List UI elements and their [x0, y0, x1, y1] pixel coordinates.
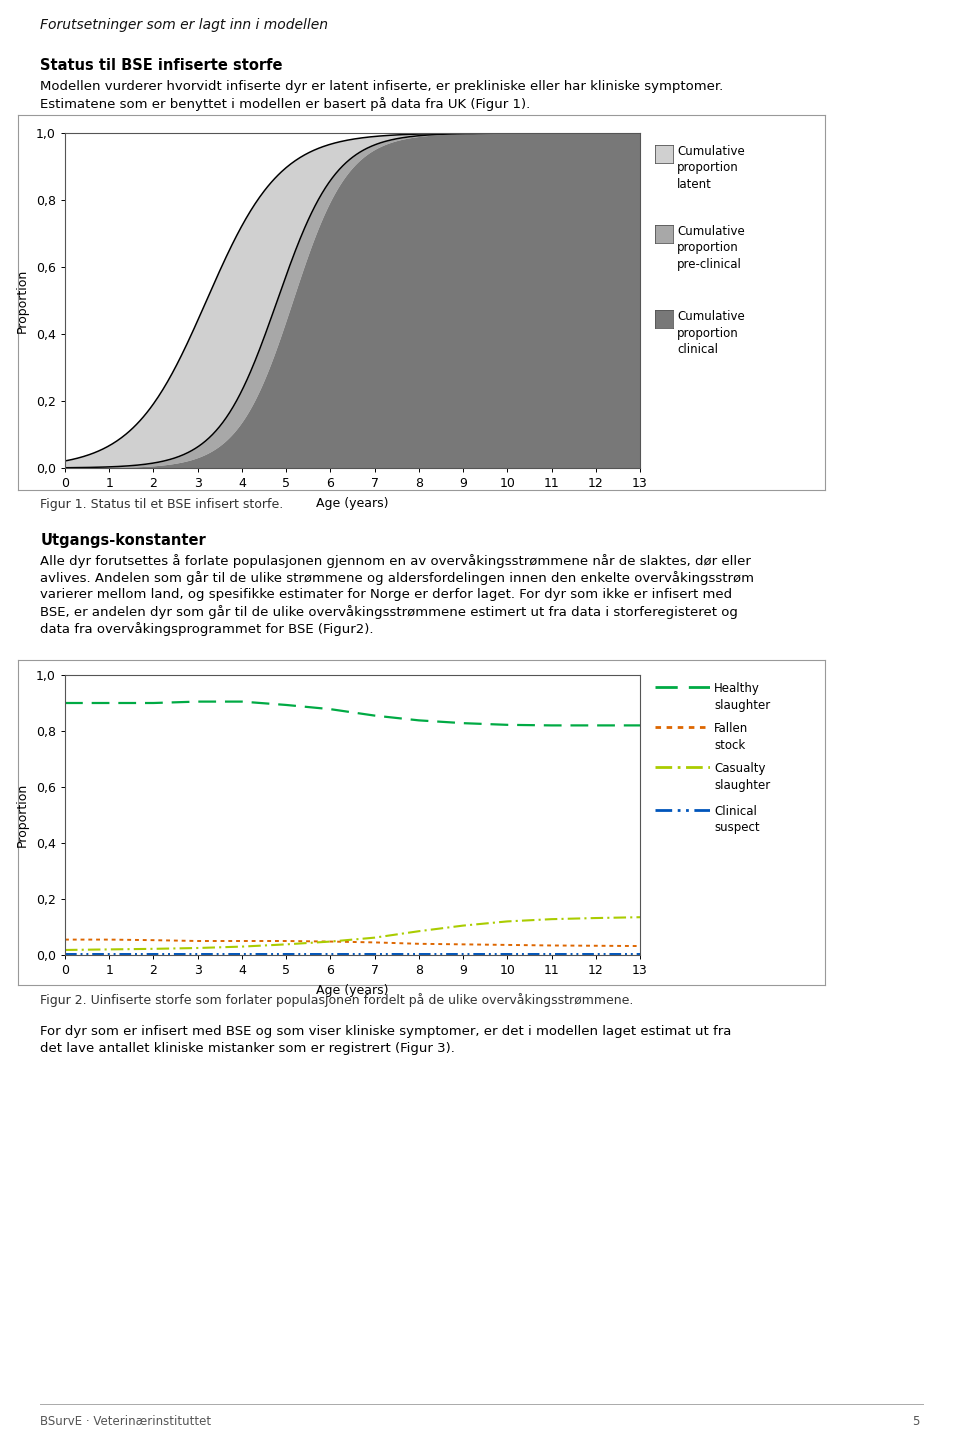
Text: Figur 2. Uinfiserte storfe som forlater populasjonen fordelt på de ulike overvåk: Figur 2. Uinfiserte storfe som forlater … [40, 993, 634, 1006]
Text: Cumulative
proportion
pre-clinical: Cumulative proportion pre-clinical [677, 225, 745, 271]
Text: varierer mellom land, og spesifikke estimater for Norge er derfor laget. For dyr: varierer mellom land, og spesifikke esti… [40, 589, 732, 600]
Text: Figur 1. Status til et BSE infisert storfe.: Figur 1. Status til et BSE infisert stor… [40, 497, 283, 510]
Text: Modellen vurderer hvorvidt infiserte dyr er latent infiserte, er prekliniske ell: Modellen vurderer hvorvidt infiserte dyr… [40, 80, 724, 93]
Text: Utgangs-konstanter: Utgangs-konstanter [40, 534, 206, 548]
Text: Casualty
slaughter: Casualty slaughter [714, 763, 770, 792]
Text: Forutsetninger som er lagt inn i modellen: Forutsetninger som er lagt inn i modelle… [40, 17, 328, 32]
Text: Status til BSE infiserte storfe: Status til BSE infiserte storfe [40, 58, 283, 72]
Text: det lave antallet kliniske mistanker som er registrert (Figur 3).: det lave antallet kliniske mistanker som… [40, 1043, 455, 1056]
Text: Clinical
suspect: Clinical suspect [714, 805, 759, 835]
Text: Healthy
slaughter: Healthy slaughter [714, 682, 770, 712]
Text: Cumulative
proportion
clinical: Cumulative proportion clinical [677, 310, 745, 357]
Text: For dyr som er infisert med BSE og som viser kliniske symptomer, er det i modell: For dyr som er infisert med BSE og som v… [40, 1025, 732, 1038]
X-axis label: Age (years): Age (years) [316, 985, 389, 998]
X-axis label: Age (years): Age (years) [316, 497, 389, 510]
Text: 5: 5 [912, 1415, 920, 1428]
Text: Cumulative
proportion
latent: Cumulative proportion latent [677, 145, 745, 191]
Text: avlives. Andelen som går til de ulike strømmene og aldersfordelingen innen den e: avlives. Andelen som går til de ulike st… [40, 571, 755, 584]
Y-axis label: Proportion: Proportion [16, 268, 29, 332]
Text: Estimatene som er benyttet i modellen er basert på data fra UK (Figur 1).: Estimatene som er benyttet i modellen er… [40, 97, 531, 112]
Text: Alle dyr forutsettes å forlate populasjonen gjennom en av overvåkingsstrømmene n: Alle dyr forutsettes å forlate populasjo… [40, 554, 751, 568]
Y-axis label: Proportion: Proportion [16, 783, 29, 847]
Text: data fra overvåkingsprogrammet for BSE (Figur2).: data fra overvåkingsprogrammet for BSE (… [40, 622, 373, 637]
Text: Fallen
stock: Fallen stock [714, 722, 748, 751]
Text: BSurvE · Veterinærinstituttet: BSurvE · Veterinærinstituttet [40, 1415, 211, 1428]
Text: BSE, er andelen dyr som går til de ulike overvåkingsstrømmene estimert ut fra da: BSE, er andelen dyr som går til de ulike… [40, 605, 738, 619]
